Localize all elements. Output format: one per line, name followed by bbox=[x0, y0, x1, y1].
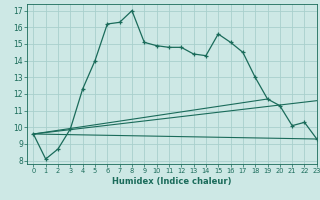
X-axis label: Humidex (Indice chaleur): Humidex (Indice chaleur) bbox=[112, 177, 232, 186]
